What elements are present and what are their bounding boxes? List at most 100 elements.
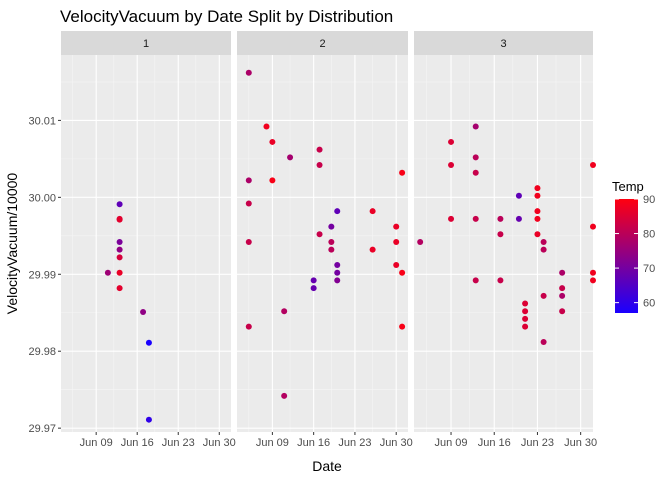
data-point [269, 177, 276, 184]
data-point [590, 162, 596, 169]
data-point [369, 246, 376, 253]
data-point [590, 223, 596, 230]
data-point [590, 277, 596, 284]
legend-tick-label: 80 [643, 229, 655, 241]
data-point [534, 215, 541, 222]
data-point [145, 339, 152, 346]
data-point [245, 200, 252, 207]
legend-tick-label: 70 [643, 263, 655, 275]
facet-strip [237, 31, 408, 55]
data-point [559, 308, 566, 315]
data-point [263, 123, 270, 130]
data-point [448, 162, 455, 169]
data-point [590, 269, 596, 276]
x-tick-label: Jun 16 [478, 437, 511, 449]
data-point [316, 162, 323, 169]
data-point [334, 208, 341, 215]
data-point [245, 177, 252, 184]
data-point [328, 223, 335, 230]
y-tick-label: 30.01 [28, 115, 56, 127]
data-point [472, 277, 479, 284]
data-point [534, 231, 541, 238]
legend-tick-label: 90 [643, 194, 655, 206]
data-point [281, 392, 288, 399]
x-tick-label: Jun 09 [256, 437, 289, 449]
data-point [399, 169, 406, 176]
legend: Temp 60 70 80 90 [612, 179, 655, 313]
chart-title: VelocityVacuum by Date Split by Distribu… [60, 7, 393, 26]
data-point [534, 185, 541, 192]
data-point [559, 292, 566, 299]
data-point [316, 146, 323, 153]
data-point [399, 269, 406, 276]
y-tick-label: 29.98 [28, 346, 56, 358]
data-point [328, 246, 335, 253]
data-point [540, 292, 547, 299]
data-point [334, 262, 341, 269]
data-point [472, 169, 479, 176]
data-point [334, 277, 341, 284]
x-tick-label: Jun 23 [521, 437, 554, 449]
data-point [472, 123, 479, 130]
facet-panels: 1 Jun 09 Jun 16 Jun 23 Jun 30 2 Jun 09 Jun 16 Ju… [61, 31, 597, 449]
legend-title: Temp [612, 179, 644, 194]
data-point [116, 238, 123, 245]
data-point [497, 277, 504, 284]
y-axis: 29.97 29.98 29.99 30.00 30.01 [28, 115, 61, 435]
y-axis-title: VelocityVacuum/10000 [4, 173, 20, 315]
legend-colorbar [615, 199, 638, 313]
x-axis-title: Date [312, 458, 342, 474]
x-tick-label: Jun 23 [338, 437, 371, 449]
data-point [522, 323, 529, 330]
data-point [540, 246, 547, 253]
x-tick-label: Jun 30 [380, 437, 413, 449]
data-point [116, 216, 123, 223]
data-point [116, 285, 123, 292]
panel-background [414, 55, 593, 432]
y-tick-label: 29.99 [28, 269, 56, 281]
data-point [472, 215, 479, 222]
data-point [393, 238, 400, 245]
x-tick-label: Jun 16 [297, 437, 330, 449]
x-tick-label: Jun 30 [564, 437, 597, 449]
data-point [534, 208, 541, 215]
facet-panel-3: 3 Jun 09 Jun 16 Jun 23 Jun 30 [414, 31, 597, 449]
data-point [245, 238, 252, 245]
data-point [334, 269, 341, 276]
facet-strip-label: 2 [319, 38, 325, 50]
data-point [145, 416, 152, 423]
y-tick-label: 29.97 [28, 423, 56, 435]
data-point [522, 300, 529, 307]
data-point [497, 215, 504, 222]
data-point [310, 285, 317, 292]
data-point [515, 192, 522, 199]
data-point [269, 138, 276, 145]
data-point [245, 323, 252, 330]
data-point [310, 277, 317, 284]
x-tick-label: Jun 30 [203, 437, 236, 449]
data-point [287, 154, 294, 161]
data-point [369, 208, 376, 215]
data-point [281, 308, 288, 315]
x-tick-label: Jun 09 [80, 437, 113, 449]
facet-panel-2: 2 Jun 09 Jun 16 Jun 23 Jun 30 [237, 31, 413, 449]
data-point [140, 308, 147, 315]
data-point [448, 138, 455, 145]
data-point [104, 269, 111, 276]
y-tick-label: 30.00 [28, 192, 56, 204]
data-point [393, 262, 400, 269]
x-tick-label: Jun 16 [121, 437, 154, 449]
facet-strip-label: 3 [500, 38, 506, 50]
data-point [534, 192, 541, 199]
data-point [393, 223, 400, 230]
facet-strip [61, 31, 231, 55]
data-point [116, 269, 123, 276]
data-point [417, 238, 424, 245]
x-tick-label: Jun 09 [435, 437, 468, 449]
data-point [472, 154, 479, 161]
data-point [515, 215, 522, 222]
data-point [522, 308, 529, 315]
data-point [559, 269, 566, 276]
data-point [116, 246, 123, 253]
